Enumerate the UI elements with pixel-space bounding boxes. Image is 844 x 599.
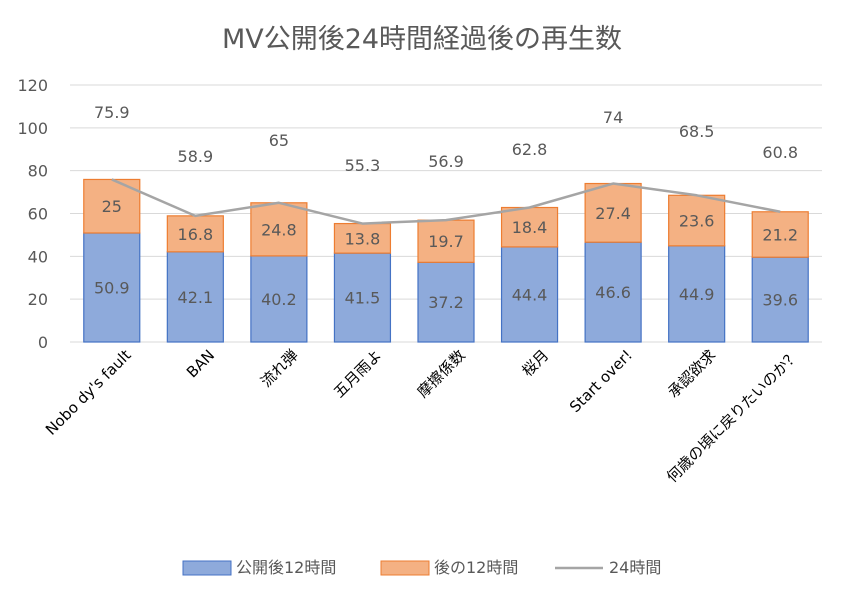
legend-swatch-first-12h: [182, 560, 232, 576]
bar-next-12h: [250, 202, 308, 257]
data-label-next-12h: 25: [102, 197, 122, 216]
category-label: Nobo dy's fault: [42, 346, 135, 439]
data-label-24h: 55.3: [345, 156, 381, 175]
data-label-next-12h: 27.4: [595, 204, 631, 223]
bars: [83, 178, 809, 343]
data-label-first-12h: 44.4: [512, 285, 548, 304]
data-label-first-12h: 41.5: [345, 289, 381, 308]
bar-first-12h: [500, 246, 559, 343]
total-line: [111, 178, 781, 225]
bar-next-12h: [584, 182, 642, 243]
data-label-24h: 65: [269, 131, 289, 150]
bar-next-12h: [500, 206, 559, 248]
line-24h: [111, 178, 781, 225]
bar-first-12h: [333, 252, 392, 343]
bar-first-12h: [417, 261, 475, 343]
category-label: Start over!: [566, 346, 636, 416]
data-label-next-12h: 16.8: [178, 225, 214, 244]
data-label-first-12h: 39.6: [762, 291, 798, 310]
category-label: 桜月: [518, 346, 552, 380]
data-labels: 50.9 25 42.1 16.8 40.2 24.8 41.5 13.8 37.2 19.7 44…: [94, 103, 798, 312]
data-label-24h: 60.8: [762, 143, 798, 162]
bar-first-12h: [584, 241, 642, 343]
data-label-first-12h: 40.2: [261, 290, 297, 309]
y-tick-label: 20: [28, 290, 48, 309]
y-tick-label: 120: [17, 76, 48, 95]
data-label-first-12h: 50.9: [94, 278, 130, 297]
data-label-next-12h: 24.8: [261, 220, 297, 239]
data-label-next-12h: 21.2: [762, 225, 798, 244]
y-tick-label: 60: [28, 205, 48, 224]
data-label-first-12h: 46.6: [595, 283, 631, 302]
bar-next-12h: [333, 222, 392, 254]
legend-label-24h: 24時間: [609, 558, 661, 577]
data-label-24h: 56.9: [428, 152, 464, 171]
data-label-next-12h: 13.8: [345, 229, 381, 248]
category-label: BAN: [183, 346, 218, 381]
data-label-24h: 68.5: [679, 122, 715, 141]
legend-label-next-12h: 後の12時間: [434, 558, 518, 577]
data-label-24h: 58.9: [178, 147, 214, 166]
category-label: 何歳の頃に戻りたいのか？: [663, 346, 803, 486]
category-label: 流れ弾: [257, 346, 302, 391]
data-label-first-12h: 44.9: [679, 285, 715, 304]
data-label-next-12h: 18.4: [512, 218, 548, 237]
data-label-first-12h: 42.1: [178, 288, 214, 307]
data-label-24h: 62.8: [512, 140, 548, 159]
y-tick-label: 0: [38, 333, 48, 352]
bar-first-12h: [250, 255, 308, 343]
bar-next-12h: [166, 215, 224, 253]
data-label-24h: 75.9: [94, 103, 130, 122]
y-tick-label: 100: [17, 119, 48, 138]
y-axis-ticks: 0 20 40 60 80 100 120: [17, 76, 48, 352]
x-axis-labels: Nobo dy's fault BAN 流れ弾 五月雨よ 摩擦係数 桜月 Start ove…: [42, 346, 803, 486]
bar-first-12h: [668, 245, 726, 343]
data-label-next-12h: 19.7: [428, 232, 464, 251]
y-tick-label: 40: [28, 247, 48, 266]
legend-swatch-next-12h: [380, 560, 430, 576]
bar-first-12h: [751, 256, 809, 343]
bar-first-12h: [83, 232, 141, 343]
bar-next-12h: [417, 219, 475, 263]
data-label-first-12h: 37.2: [428, 293, 464, 312]
category-label: 五月雨よ: [330, 346, 385, 401]
bar-first-12h: [166, 251, 224, 343]
chart-title: MV公開後24時間経過後の再生数: [222, 24, 622, 55]
bar-next-12h: [751, 211, 809, 258]
legend-label-first-12h: 公開後12時間: [236, 558, 336, 577]
data-label-24h: 74: [603, 108, 623, 127]
category-label: 承認欲求: [664, 346, 719, 401]
legend: 公開後12時間 後の12時間 24時間: [182, 558, 661, 577]
data-label-next-12h: 23.6: [679, 212, 715, 231]
y-tick-label: 80: [28, 162, 48, 181]
category-label: 摩擦係数: [414, 346, 469, 401]
bar-next-12h: [668, 194, 726, 247]
